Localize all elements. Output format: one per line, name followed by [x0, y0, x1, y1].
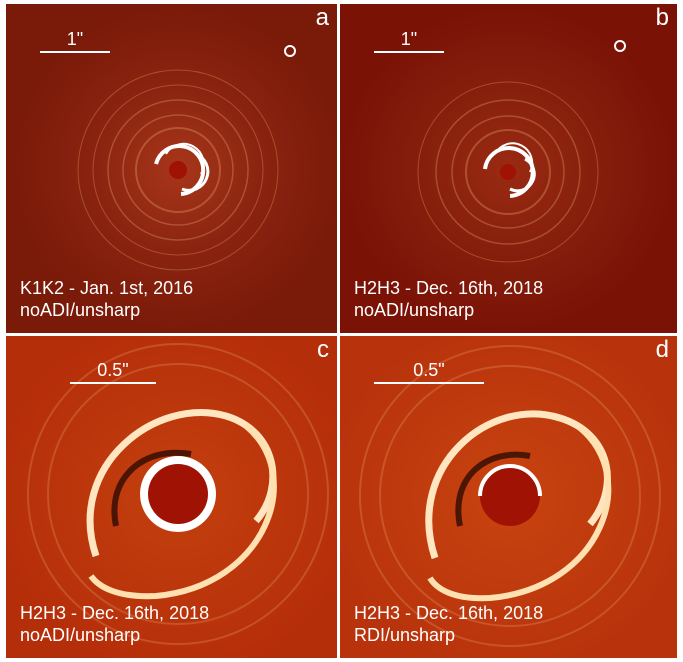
panel-d: d 0.5" H2H3 - Dec. 16th, 2018 RDI/unshar… [340, 336, 677, 658]
panel-b-caption-line2: noADI/unsharp [354, 300, 475, 320]
panel-a-scale-bar [40, 51, 110, 53]
panel-a-caption-line1: K1K2 - Jan. 1st, 2016 [20, 278, 194, 298]
panel-a: a 1" K1K2 - Jan. 1st, 2016 noADI/unsharp [6, 4, 337, 333]
panel-c-scale-label: 0.5" [97, 360, 129, 380]
panel-d-letter: d [655, 336, 669, 363]
panel-c-scale-bar [70, 382, 156, 384]
panel-c-image [6, 336, 337, 658]
panel-a-caption-line2: noADI/unsharp [20, 300, 141, 320]
panel-a-image [6, 4, 337, 333]
panel-b-caption-line1: H2H3 - Dec. 16th, 2018 [354, 278, 544, 298]
panel-a-letter: a [315, 4, 329, 31]
panel-d-scale-bar [374, 382, 484, 384]
panel-b-scale-label: 1" [400, 29, 418, 49]
panel-c-caption: H2H3 - Dec. 16th, 2018 noADI/unsharp [20, 602, 209, 646]
panel-d-caption: H2H3 - Dec. 16th, 2018 RDI/unsharp [354, 602, 543, 646]
panel-b: b 1" H2H3 - Dec. 16th, 2018 noADI/unshar… [340, 4, 677, 333]
panel-d-image [340, 336, 677, 658]
panel-d-caption-line1: H2H3 - Dec. 16th, 2018 [354, 603, 544, 623]
panel-b-scale-bar [374, 51, 444, 53]
panel-c: c 0.5" H2H3 - Dec. 16th, 2018 noADI/unsh… [6, 336, 337, 658]
panel-a-caption: K1K2 - Jan. 1st, 2016 noADI/unsharp [20, 277, 193, 321]
panel-b-letter: b [655, 4, 669, 31]
panel-b-image [340, 4, 677, 333]
panel-d-scale-label: 0.5" [413, 360, 445, 380]
panel-d-caption-line2: RDI/unsharp [354, 625, 456, 645]
panel-c-caption-line1: H2H3 - Dec. 16th, 2018 [20, 603, 210, 623]
panel-b-caption: H2H3 - Dec. 16th, 2018 noADI/unsharp [354, 277, 543, 321]
panel-c-caption-line2: noADI/unsharp [20, 625, 141, 645]
panel-a-scale-label: 1" [66, 29, 84, 49]
panel-c-letter: c [317, 336, 329, 363]
